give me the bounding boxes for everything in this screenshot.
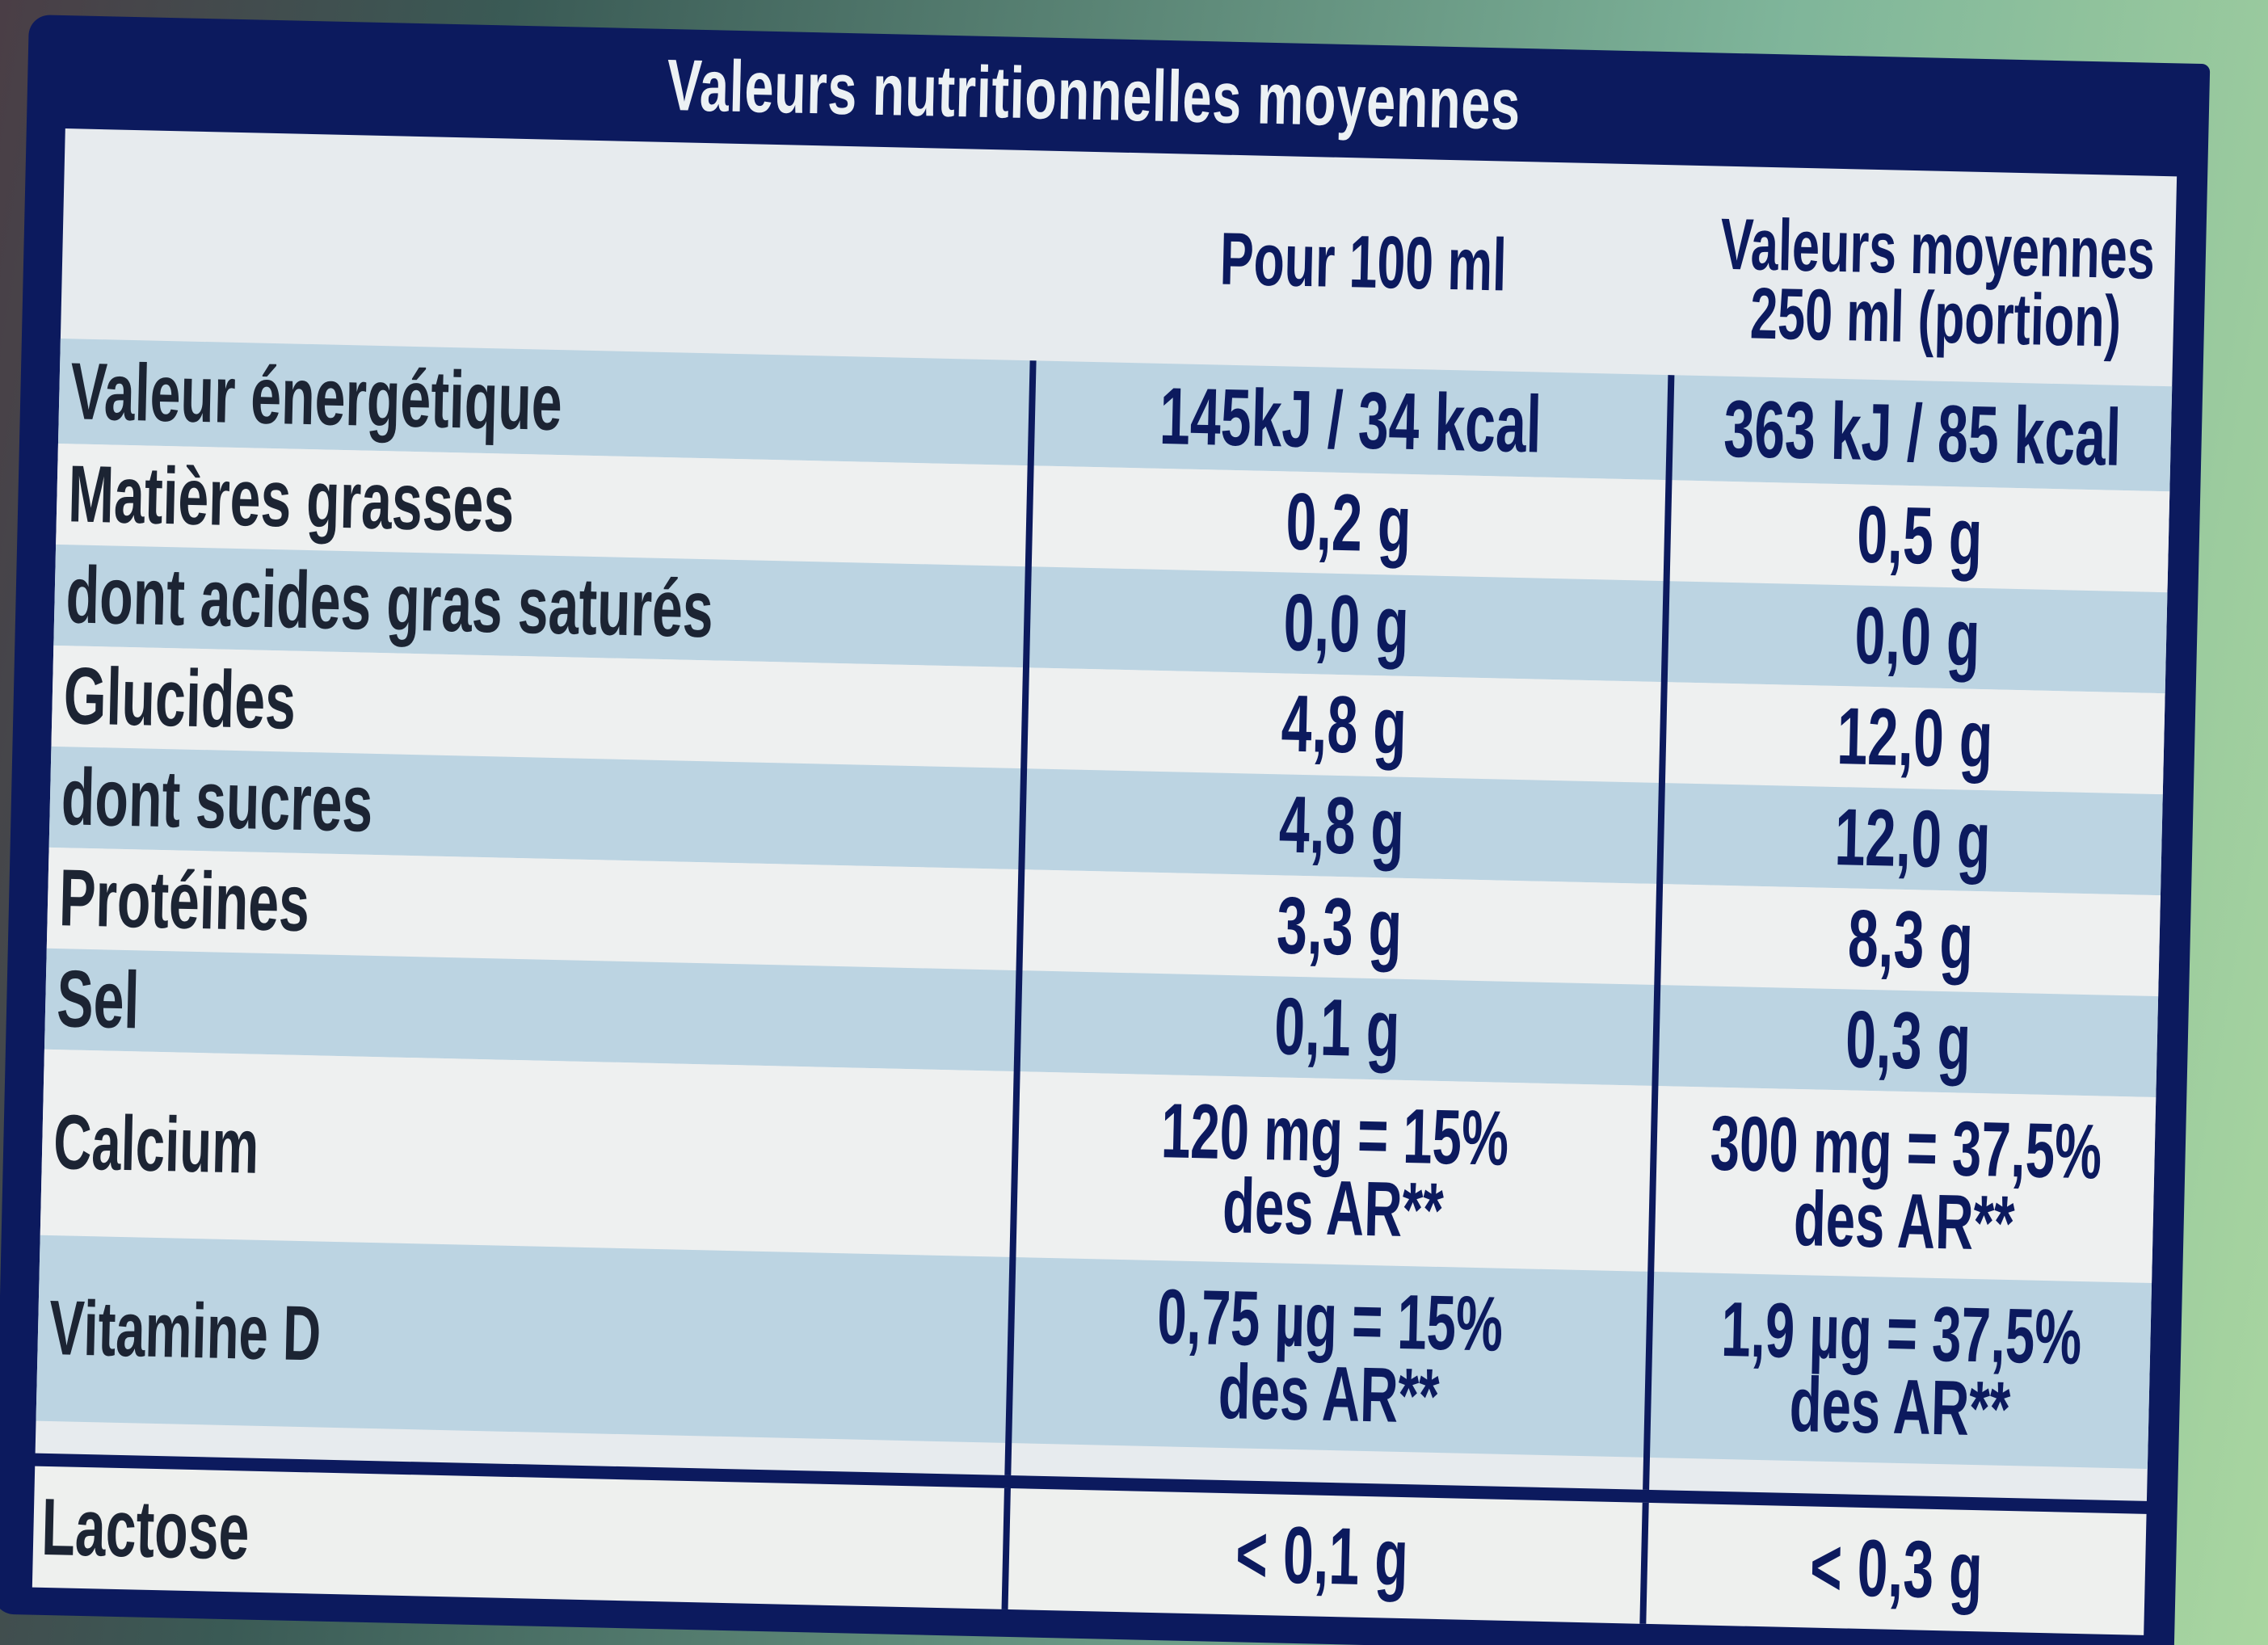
value-per-portion-text: 0,0 g xyxy=(1854,590,1981,684)
value-per-100ml-text: 4,8 g xyxy=(1277,779,1406,873)
value-per-100ml: 0,1 g xyxy=(1020,970,1655,1086)
nutrient-name-text: Matières grasses xyxy=(67,448,515,549)
nutrient-name-text: Glucides xyxy=(62,650,297,747)
value-per-100ml: 0,2 g xyxy=(1032,465,1666,581)
nutrient-name-text: Protéines xyxy=(57,852,311,949)
nutrient-name-text: Vitamine D xyxy=(48,1285,322,1378)
nutrient-name-text: Sel xyxy=(56,953,141,1046)
header-per-portion-line2: 250 ml (portion) xyxy=(1749,273,2123,363)
value-per-100ml-text: 145kJ / 34 kcal xyxy=(1159,370,1543,470)
value-per-portion-text: 300 mg = 37,5% xyxy=(1709,1100,2103,1196)
lactose-per-100ml: < 0,1 g xyxy=(1002,1488,1643,1624)
value-per-100ml: 4,8 g xyxy=(1027,667,1661,783)
value-per-portion-text: 0,5 g xyxy=(1856,489,1984,583)
header-per-100ml-label: Pour 100 ml xyxy=(1219,217,1508,307)
value-per-portion-text-line2: des AR** xyxy=(1792,1175,2016,1268)
value-per-portion: 1,9 µg = 37,5% des AR** xyxy=(1650,1272,2152,1469)
lactose-per-100ml-text: < 0,1 g xyxy=(1235,1508,1410,1603)
value-per-portion-text: 12,0 g xyxy=(1833,791,1992,886)
header-per-portion: Valeurs moyennes 250 ml (portion) xyxy=(1668,181,2205,387)
value-per-portion: 0,3 g xyxy=(1658,985,2158,1097)
nutrient-name-text: Calcium xyxy=(53,1099,260,1191)
nutrient-name-text: Valeur énergétique xyxy=(69,345,564,448)
value-per-100ml: 0,75 µg = 15% des AR** xyxy=(1012,1257,1647,1458)
value-per-100ml: 3,3 g xyxy=(1022,869,1656,985)
value-per-100ml-text: 120 mg = 15% xyxy=(1159,1087,1510,1182)
value-per-portion-text: 8,3 g xyxy=(1846,893,1975,987)
value-per-portion-text: 12,0 g xyxy=(1836,691,1994,785)
value-per-portion: 12,0 g xyxy=(1665,682,2165,794)
lactose-name: Lactose xyxy=(40,1466,996,1609)
value-per-100ml-text: 3,3 g xyxy=(1276,880,1403,974)
value-per-100ml-text-line2: des AR** xyxy=(1222,1162,1445,1255)
value-per-portion-text: 1,9 µg = 37,5% xyxy=(1720,1285,2083,1381)
value-per-portion-text: 363 kJ / 85 kcal xyxy=(1722,383,2122,483)
value-per-100ml: 4,8 g xyxy=(1025,768,1659,884)
header-per-100ml: Pour 100 ml xyxy=(1031,199,1696,327)
value-per-100ml-text-line2: des AR** xyxy=(1217,1348,1441,1441)
nutrient-name-text: dont acides gras saturés xyxy=(65,549,714,655)
nutrition-table: Pour 100 ml Valeurs moyennes 250 ml (por… xyxy=(35,128,2178,1501)
value-per-100ml: 120 mg = 15% des AR** xyxy=(1016,1071,1652,1272)
value-per-100ml-text: 0,75 µg = 15% xyxy=(1156,1273,1504,1368)
value-per-100ml-text: 0,0 g xyxy=(1282,577,1411,671)
lactose-name-text: Lactose xyxy=(40,1481,250,1577)
value-per-100ml-text: 0,1 g xyxy=(1273,981,1401,1075)
value-per-portion-text: 0,3 g xyxy=(1845,994,1972,1088)
value-per-portion: 0,0 g xyxy=(1668,581,2168,693)
nutrient-name-text: dont sucres xyxy=(60,751,374,849)
nutrient-name: Vitamine D xyxy=(48,1235,1005,1443)
value-per-100ml: 145kJ / 34 kcal xyxy=(1034,360,1668,480)
lactose-per-portion: < 0,3 g xyxy=(1646,1503,2146,1635)
value-per-portion: 300 mg = 37,5% des AR** xyxy=(1654,1086,2156,1283)
value-per-100ml-text: 4,8 g xyxy=(1280,678,1408,772)
value-per-portion: 12,0 g xyxy=(1663,783,2163,895)
nutrient-name: Calcium xyxy=(52,1050,1009,1257)
value-per-portion: 0,5 g xyxy=(1670,480,2170,592)
lactose-per-portion-text: < 0,3 g xyxy=(1808,1521,1984,1616)
value-per-portion: 8,3 g xyxy=(1660,884,2161,996)
value-per-100ml: 0,0 g xyxy=(1029,566,1664,682)
nutrition-label: Valeurs nutritionnelles moyennes Pour 10… xyxy=(0,15,2211,1645)
value-per-portion-text-line2: des AR** xyxy=(1788,1361,2012,1454)
value-per-portion: 363 kJ / 85 kcal xyxy=(1672,375,2172,491)
value-per-100ml-text: 0,2 g xyxy=(1285,476,1412,570)
